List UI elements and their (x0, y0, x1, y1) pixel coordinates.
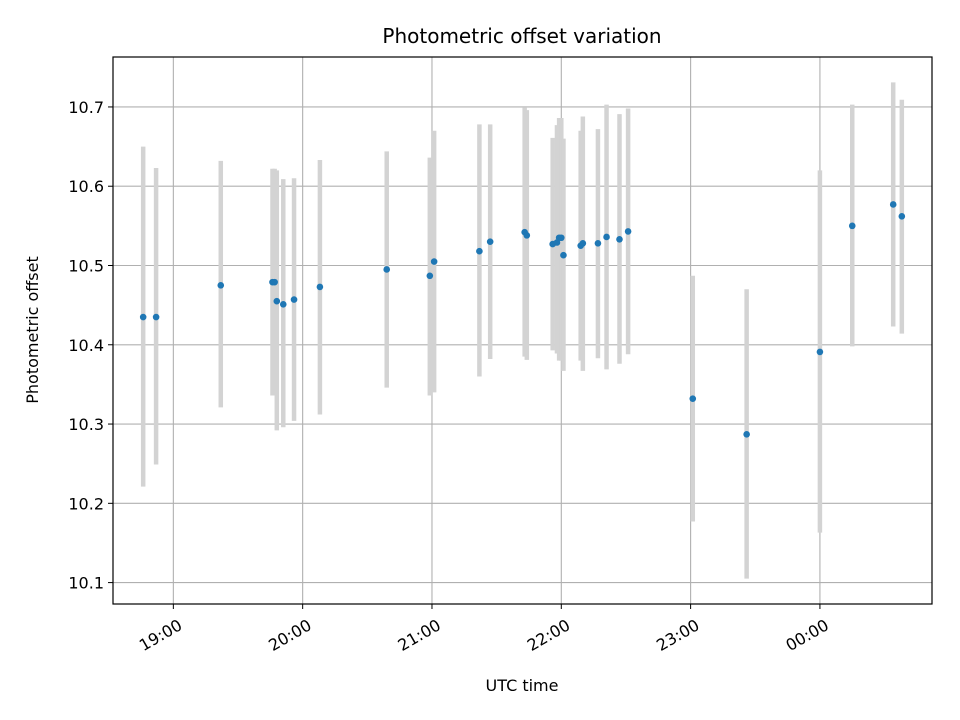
y-tick-label: 10.3 (68, 415, 104, 434)
data-point (560, 251, 567, 259)
data-point (889, 201, 897, 208)
data-point (426, 272, 434, 280)
data-point (594, 239, 602, 247)
chart-title: Photometric offset variation (382, 24, 661, 48)
x-axis-label: UTC time (486, 676, 559, 695)
y-tick-label: 10.2 (68, 494, 104, 513)
plot-frame (112, 56, 933, 605)
data-point (579, 239, 587, 247)
data-point (816, 348, 824, 356)
y-axis-ticks: 10.1 10.2 10.3 10.4 10.5 10.6 10.7 (68, 98, 113, 593)
data-points (139, 201, 906, 438)
y-tick-label: 10.6 (68, 177, 104, 196)
data-point (217, 282, 225, 289)
data-point (430, 258, 438, 265)
data-point (279, 301, 287, 308)
data-point (616, 236, 623, 243)
y-tick-label: 10.5 (68, 256, 104, 275)
y-tick-label: 10.7 (68, 98, 104, 117)
y-axis-label: Photometric offset (23, 256, 42, 404)
data-point (273, 297, 281, 305)
data-point (898, 213, 906, 220)
data-point (316, 283, 324, 291)
data-point (603, 233, 610, 241)
data-point (383, 266, 391, 273)
data-point (271, 278, 278, 286)
data-point (152, 313, 160, 321)
data-point (523, 232, 531, 239)
data-point (290, 296, 298, 303)
data-point (848, 222, 856, 230)
y-tick-label: 10.4 (68, 336, 104, 355)
data-point (624, 228, 632, 235)
data-point (476, 247, 483, 255)
data-point (139, 313, 147, 321)
data-point (689, 395, 697, 402)
data-point (743, 431, 750, 438)
data-point (486, 238, 494, 246)
data-point (557, 234, 565, 242)
y-tick-label: 10.1 (68, 574, 104, 593)
